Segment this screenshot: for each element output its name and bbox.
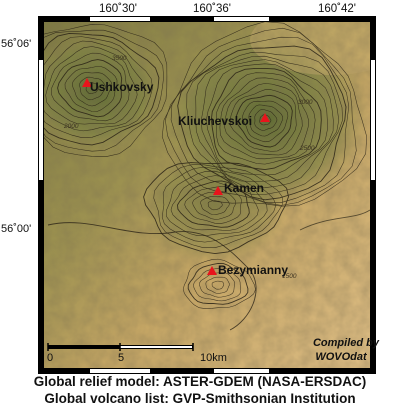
contour-line [254, 109, 278, 131]
contour-line [44, 29, 164, 152]
contour-line [192, 191, 237, 220]
contour-line [187, 262, 249, 305]
relief-layer: 3500 3000 2500 2000 1500 [44, 22, 370, 368]
contour-line [79, 76, 106, 101]
volcano-kamen[interactable]: Kamen [213, 181, 264, 195]
contour-line [153, 164, 283, 248]
credit-line-1: Compiled by [313, 337, 380, 349]
contour-line [235, 94, 293, 148]
contour-line [44, 40, 146, 132]
contour-line [229, 89, 297, 152]
contour-line [161, 22, 367, 207]
contour-line [210, 67, 322, 171]
contour-line [182, 258, 256, 309]
contour-line [170, 36, 350, 203]
contour-line [51, 52, 130, 122]
contour-line [200, 196, 230, 215]
volcano-ushkovsky[interactable]: Ushkovsky [82, 78, 154, 94]
contour-line [170, 175, 259, 231]
contour-elevation-label: 2000 [63, 123, 79, 130]
map-frame [38, 16, 376, 374]
contour-line [199, 272, 236, 298]
longitude-label-160-30: 160˚30' [99, 3, 137, 15]
contour-line [248, 104, 283, 137]
contour-line [193, 267, 242, 302]
volcano-triangle-icon [207, 266, 217, 275]
scale-tick-10km: 10km [200, 352, 227, 364]
volcano-name-label: Kliuchevskoi [178, 114, 252, 128]
scale-tick-0: 0 [47, 352, 53, 364]
contour-line [201, 59, 334, 182]
contour-line [143, 162, 289, 255]
contour-line [44, 24, 168, 157]
latitude-label-56-00: 56˚00' [1, 223, 31, 235]
longitude-label-160-36: 160˚36' [193, 3, 231, 15]
contour-elevation-label: 1500 [282, 273, 297, 280]
contour-line [166, 170, 268, 236]
contour-line [206, 63, 328, 176]
contour-line [207, 200, 223, 211]
contour-line [224, 83, 303, 156]
volcano-triangle-icon [82, 78, 92, 87]
contour-line [161, 166, 277, 243]
contour-line [177, 180, 250, 228]
contour-line [195, 55, 340, 190]
contour-elevation-label: 3000 [298, 99, 313, 106]
volcano-triangle-icon [260, 113, 270, 122]
contour-line [45, 46, 138, 125]
contour-line [186, 52, 343, 195]
contour-line [242, 100, 289, 143]
contour-line [57, 59, 123, 118]
scale-tick-5: 5 [118, 352, 124, 364]
contour-line [44, 36, 153, 138]
contour-line [72, 72, 113, 107]
volcano-name-label: Ushkovsky [90, 80, 154, 94]
contour-elevation-label: 3500 [112, 55, 127, 62]
contour-line [205, 276, 230, 294]
contour-line [211, 280, 225, 290]
contour-line [64, 66, 118, 112]
contour-line [44, 32, 160, 146]
contour-line [215, 72, 316, 165]
volcano-name-label: Kamen [224, 181, 264, 195]
contour-line [184, 186, 242, 224]
relief-model-caption: Global relief model: ASTER-GDEM (NASA-ER… [33, 374, 367, 389]
contour-line [259, 114, 272, 126]
scale-bar: 0 5 10km [47, 343, 227, 364]
volcano-name-label: Bezymianny [218, 263, 288, 277]
latitude-label-56-06: 56˚06' [1, 38, 31, 50]
volcano-list-caption: Global volcano list: GVP-Smithsonian Ins… [44, 391, 356, 406]
credit-line-2: WOVOdat [315, 351, 368, 363]
contour-line [85, 82, 100, 94]
longitude-label-160-42: 160˚42' [318, 3, 356, 15]
contour-line [177, 45, 347, 201]
volcano-triangle-icon [213, 186, 223, 195]
contour-line [219, 77, 309, 160]
contour-elevation-label: 2500 [299, 145, 315, 152]
volcano-bezymianny[interactable]: Bezymianny [207, 263, 288, 277]
volcano-kliuchevskoi[interactable]: Kliuchevskoi [178, 113, 270, 128]
